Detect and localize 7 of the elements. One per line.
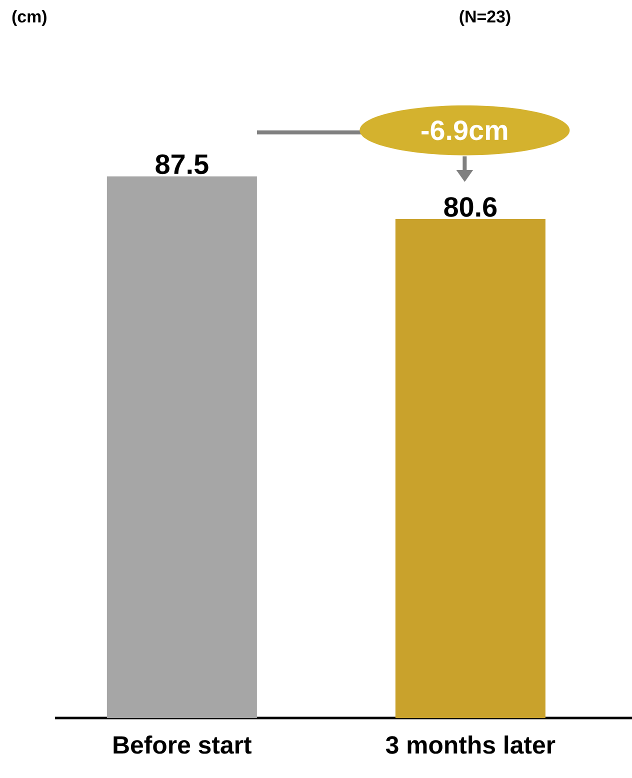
data-label: 80.6 [444,197,497,217]
text: (cm) [12,10,46,26]
x-tick-label: 3 months later [386,736,556,754]
x-tick-label: Before start [114,736,252,754]
data-label: 87.5 [156,154,208,174]
text: -6.9cm [422,120,508,140]
chart-subtitle: (N=23) [460,10,510,26]
